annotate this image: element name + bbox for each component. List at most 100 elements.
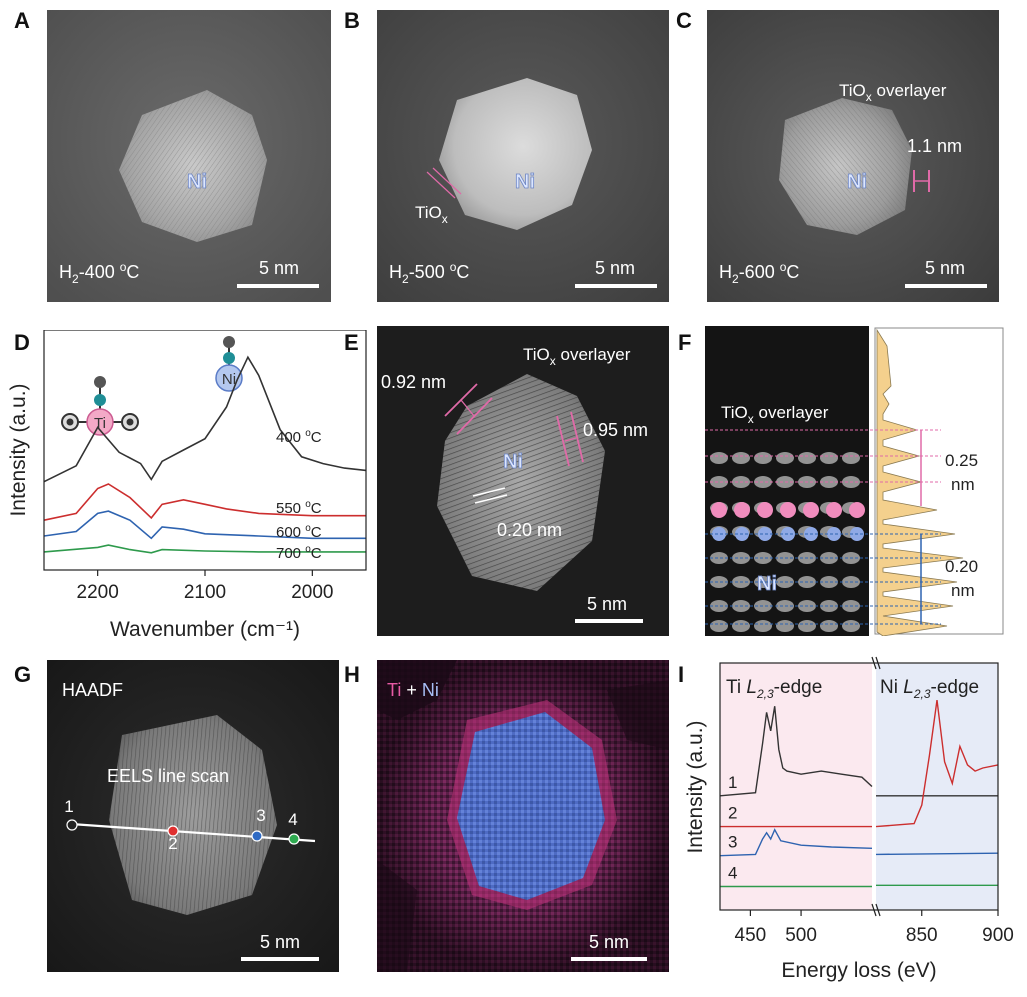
eels-series-group [719, 700, 999, 888]
ir-series-line [43, 510, 366, 540]
ni-label: Ni [515, 171, 535, 193]
ti-column-dot [757, 502, 773, 518]
atom-column [754, 452, 772, 464]
scale-bar [241, 957, 319, 961]
scale-bar [575, 284, 657, 288]
ti-column-dot [734, 502, 750, 518]
atom-column [776, 452, 794, 464]
scan-point-1 [66, 819, 78, 831]
panel-label-i: I [678, 662, 685, 687]
panel-b-image: Ni TiOx H2-500 oC 5 nm [377, 10, 669, 302]
condition-label: H2-600 oC [719, 260, 799, 286]
atom-column [798, 620, 816, 632]
panel-label-g: G [14, 662, 32, 687]
panel-label-a: A [14, 8, 30, 33]
panel-f-atomic-profile: TiOx overlayer Ni 0.25 nm 0.20 nm [705, 326, 1005, 636]
panel-label-f: F [678, 330, 692, 355]
atom-column [798, 452, 816, 464]
ni-column-dot [712, 527, 726, 541]
scale-bar-label: 5 nm [260, 932, 300, 952]
ti-edge-region [720, 663, 872, 910]
atom-column [732, 452, 750, 464]
spacing-label-1: 0.25 [945, 451, 978, 470]
atom-column [820, 600, 838, 612]
ir-series-labels: 400 oC 550 oC 600 oC 700 oC [276, 428, 322, 562]
atom-column [710, 552, 728, 564]
axis-break-bottom [871, 903, 877, 917]
thickness-marker-2 [556, 415, 570, 467]
ti-column-dot [826, 502, 842, 518]
ni-label: Ni [757, 573, 777, 595]
eels-ni-trace [875, 852, 999, 856]
ir-series-line [43, 355, 367, 483]
panel-a-micrograph: Ni H2-400 oC 5 nm [47, 10, 331, 302]
ir-x-tick-label: 2100 [184, 582, 226, 603]
scan-point-2 [167, 825, 179, 837]
atom-column [710, 476, 728, 488]
svg-text:Ni: Ni [222, 371, 236, 388]
tiox-label: TiOx [415, 203, 448, 226]
ti-column-dot [780, 502, 796, 518]
ti-co-icon: Ti [61, 376, 139, 436]
panel-g-image: HAADF EELS line scan 1 2 3 4 5 nm [47, 660, 339, 972]
spacing-label-1-unit: nm [951, 475, 975, 494]
ti-column-dot [711, 502, 727, 518]
scale-bar-label: 5 nm [925, 258, 965, 278]
ir-series-label: 400 oC [276, 428, 322, 446]
atom-column [820, 620, 838, 632]
scale-bar [571, 957, 647, 961]
eels-x-tick-label: 900 [982, 925, 1014, 946]
spacing-label-2: 0.20 [945, 557, 978, 576]
eels-x-tick-label: 850 [906, 925, 938, 946]
condition-label: H2-400 oC [59, 260, 139, 286]
svg-text:Ti: Ti [94, 415, 106, 432]
atom-column [776, 620, 794, 632]
ni-core-region [457, 712, 605, 900]
ir-series-label: 550 oC [276, 499, 322, 517]
overlayer-label: TiOx overlayer [839, 81, 947, 104]
scale-bar-label: 5 nm [587, 594, 627, 614]
ni-co-icon: Ni [215, 336, 243, 392]
atom-column [710, 576, 728, 588]
atom-column [820, 476, 838, 488]
eels-ti-trace [719, 706, 873, 797]
eels-trace-label: 4 [728, 864, 737, 883]
panel-c-micrograph: Ni TiOx overlayer 1.1 nm H2-600 oC 5 nm [707, 10, 999, 302]
atom-column [710, 452, 728, 464]
atom-column [820, 552, 838, 564]
atom-column [754, 620, 772, 632]
eels-ti-trace [719, 828, 873, 857]
ni-column-dot [827, 527, 841, 541]
ni-particle [439, 78, 592, 230]
panel-a-image: Ni H2-400 oC 5 nm [47, 10, 331, 302]
scale-bar-label: 5 nm [595, 258, 635, 278]
panel-label-c: C [676, 8, 692, 33]
scale-bar-label: 5 nm [589, 932, 629, 952]
scan-point-label-3: 3 [256, 806, 265, 825]
lattice-spacing-label: 0.20 nm [497, 520, 562, 540]
scale-bar [575, 619, 643, 623]
condition-label: H2-500 oC [389, 260, 469, 286]
scan-point-label-1: 1 [64, 797, 73, 816]
atom-column [842, 620, 860, 632]
eels-trace-label: 2 [728, 804, 737, 823]
panel-e-micrograph: TiOx overlayer 0.92 nm 0.95 nm Ni 0.20 n… [377, 326, 669, 636]
scan-point-4 [288, 833, 300, 845]
ir-series-label: 700 oC [276, 544, 322, 562]
lattice-spacing-marker [472, 487, 506, 497]
panel-h-image: Ti + Ni 5 nm [377, 660, 669, 972]
atom-column [710, 600, 728, 612]
eels-scan-line [70, 822, 316, 843]
thickness-label-1: 0.92 nm [381, 372, 446, 392]
eels-x-tick-label: 450 [735, 925, 767, 946]
ni-label: Ni [187, 171, 207, 193]
profile-guides [705, 429, 941, 625]
scan-point-label-2: 2 [168, 834, 177, 853]
ir-y-axis-title: Intensity (a.u.) [7, 383, 30, 516]
scan-point-3 [251, 830, 263, 842]
overlayer-label: TiOx overlayer [721, 403, 829, 426]
intensity-profile [876, 328, 964, 636]
ni-edge-label: Ni L2,3-edge [880, 677, 979, 701]
spacing-label-2-unit: nm [951, 581, 975, 600]
ir-series-line [43, 544, 366, 554]
